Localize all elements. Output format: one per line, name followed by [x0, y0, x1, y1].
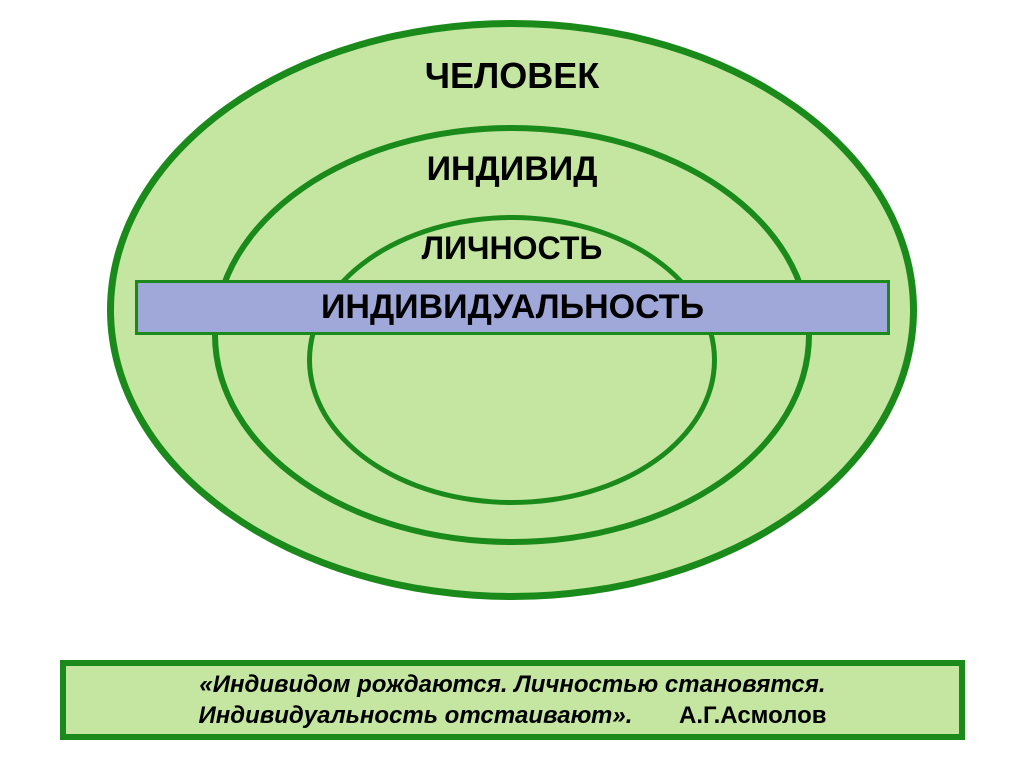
band-label: ИНДИВИДУАЛЬНОСТЬ — [321, 288, 704, 327]
label-lichnost: ЛИЧНОСТЬ — [0, 230, 1024, 267]
quote-box: «Индивидом рождаются. Личностью становят… — [60, 660, 965, 740]
quote-content: «Индивидом рождаются. Личностью становят… — [198, 669, 826, 731]
band-individualnost: ИНДИВИДУАЛЬНОСТЬ — [135, 280, 890, 335]
quote-line1: «Индивидом рождаются. Личностью становят… — [199, 671, 825, 698]
quote-line2: Индивидуальность отстаивают». — [198, 702, 632, 729]
label-individ: ИНДИВИД — [0, 150, 1024, 189]
quote-author: А.Г.Асмолов — [679, 702, 826, 729]
label-human: ЧЕЛОВЕК — [0, 55, 1024, 97]
